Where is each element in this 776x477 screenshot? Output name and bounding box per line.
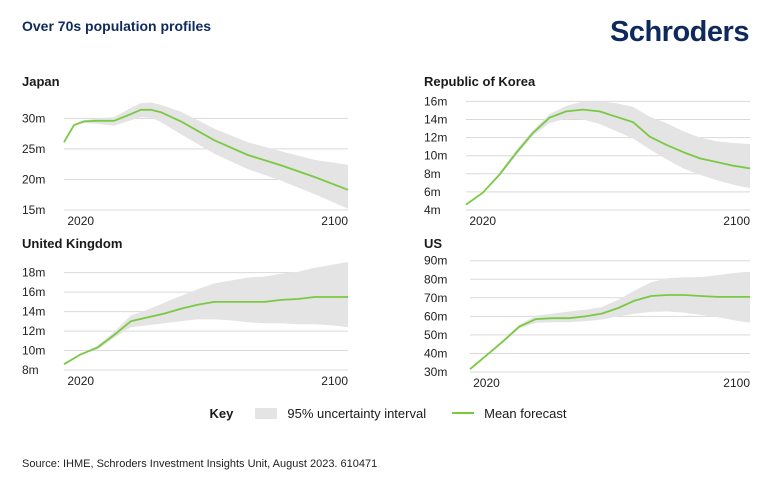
legend-mean-swatch bbox=[452, 412, 475, 414]
united-kingdom-y-tick-label: 12m bbox=[22, 324, 45, 338]
schroders-logo: Schroders bbox=[610, 16, 749, 48]
legend-uncertainty-label: 95% uncertainty interval bbox=[287, 405, 427, 421]
republic-of-korea-y-tick-label: 10m bbox=[424, 149, 447, 163]
us-y-tick-label: 40m bbox=[424, 346, 447, 360]
united-kingdom-y-tick-label: 14m bbox=[22, 305, 45, 319]
united-kingdom-y-tick-label: 8m bbox=[22, 363, 39, 377]
japan-chart: Japan 15m 20m 25m 30m 2020 2100 bbox=[22, 74, 349, 228]
republic-of-korea-chart: Republic of Korea 4m 6m 8m 10m 12m 14m 16m 2020 2… bbox=[424, 74, 750, 228]
us-uncertainty-band bbox=[470, 271, 750, 370]
united-kingdom-mean-forecast-line bbox=[63, 296, 348, 365]
united-kingdom-x-tick-label: 2100 bbox=[321, 374, 348, 388]
republic-of-korea-y-tick-label: 6m bbox=[424, 185, 441, 199]
republic-of-korea-x-tick-label: 2100 bbox=[723, 214, 750, 228]
united-kingdom-chart: United Kingdom 8m 10m 12m 14m 16m 18m 2020 2100 bbox=[22, 236, 348, 388]
republic-of-korea-y-tick-label: 16m bbox=[424, 94, 447, 108]
page-title: Over 70s population profiles bbox=[22, 18, 212, 34]
legend-key-label: Key bbox=[209, 405, 234, 421]
republic-of-korea-uncertainty-band bbox=[466, 101, 750, 205]
united-kingdom-uncertainty-band bbox=[64, 262, 348, 365]
japan-mean-forecast-line bbox=[63, 108, 349, 191]
legend-uncertainty-swatch bbox=[255, 407, 278, 419]
us-x-tick-label: 2020 bbox=[473, 376, 500, 390]
us-x-tick-label: 2100 bbox=[723, 376, 750, 390]
japan-y-tick-label: 15m bbox=[22, 203, 45, 217]
japan-x-tick-label: 2020 bbox=[67, 214, 94, 228]
republic-of-korea-y-tick-label: 14m bbox=[424, 113, 447, 127]
us-chart-title: US bbox=[424, 236, 442, 251]
us-y-tick-label: 50m bbox=[424, 328, 447, 342]
united-kingdom-chart-title: United Kingdom bbox=[22, 236, 122, 251]
japan-y-tick-label: 25m bbox=[22, 142, 45, 156]
republic-of-korea-y-tick-label: 12m bbox=[424, 131, 447, 145]
united-kingdom-y-tick-label: 18m bbox=[22, 266, 45, 280]
republic-of-korea-chart-title: Republic of Korea bbox=[424, 74, 536, 89]
japan-uncertainty-band bbox=[64, 102, 348, 209]
source-note: Source: IHME, Schroders Investment Insig… bbox=[22, 458, 378, 470]
japan-chart-title: Japan bbox=[22, 74, 60, 89]
united-kingdom-x-tick-label: 2020 bbox=[67, 374, 94, 388]
united-kingdom-y-tick-label: 16m bbox=[22, 285, 45, 299]
us-mean-forecast-line bbox=[469, 294, 750, 370]
us-y-tick-label: 70m bbox=[424, 291, 447, 305]
us-y-tick-label: 60m bbox=[424, 309, 447, 323]
legend-mean-label: Mean forecast bbox=[484, 405, 567, 421]
republic-of-korea-mean-forecast-line bbox=[465, 108, 751, 206]
legend: Key 95% uncertainty interval Mean foreca… bbox=[0, 402, 776, 424]
republic-of-korea-x-tick-label: 2020 bbox=[469, 214, 496, 228]
republic-of-korea-y-tick-label: 4m bbox=[424, 203, 441, 217]
us-y-tick-label: 30m bbox=[424, 365, 447, 379]
japan-y-tick-label: 30m bbox=[22, 111, 45, 125]
japan-y-tick-label: 20m bbox=[22, 172, 45, 186]
japan-x-tick-label: 2100 bbox=[321, 214, 348, 228]
republic-of-korea-y-tick-label: 8m bbox=[424, 167, 441, 181]
us-chart: US 30m 40m 50m 60m 70m 80m 90m 2020 2100 bbox=[424, 236, 750, 390]
us-y-tick-label: 80m bbox=[424, 272, 447, 286]
us-y-tick-label: 90m bbox=[424, 254, 447, 268]
united-kingdom-y-tick-label: 10m bbox=[22, 344, 45, 358]
